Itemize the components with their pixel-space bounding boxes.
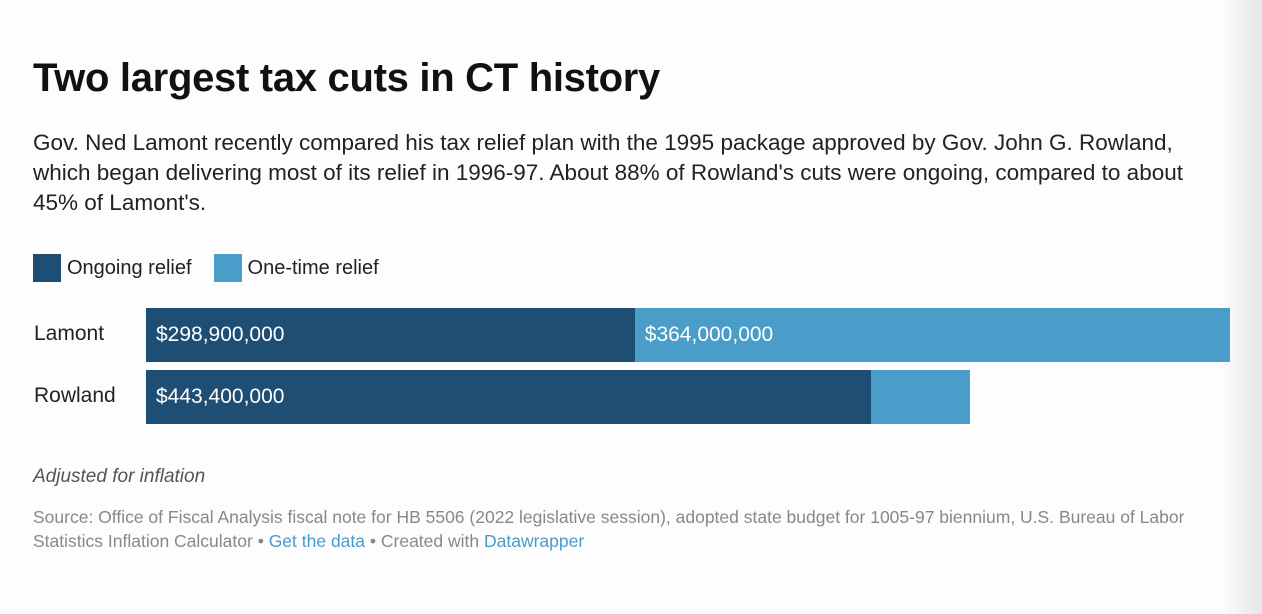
legend-swatch: [33, 254, 61, 282]
data-label: $364,000,000: [644, 323, 774, 346]
bar-rowland-ongoing: [146, 370, 872, 424]
data-label: $443,400,000: [156, 385, 285, 408]
source: Source: Office of Fiscal Analysis fiscal…: [33, 505, 1193, 553]
note: Adjusted for inflation: [33, 466, 206, 487]
page-edge-shadow: [1222, 0, 1262, 614]
data-label: $298,900,000: [156, 323, 285, 346]
legend-item-one-time: One-time relief: [213, 254, 379, 282]
bar-lamont-ongoing: [146, 308, 635, 362]
legend-swatch: [213, 254, 242, 282]
chart-description: Gov. Ned Lamont recently compared his ta…: [33, 130, 1183, 215]
separator: •: [252, 531, 269, 551]
get-data-link[interactable]: Get the data: [268, 531, 366, 551]
bar-lamont-one-time: [634, 308, 1230, 362]
datawrapper-link[interactable]: Datawrapper: [483, 531, 585, 551]
legend: Ongoing relief One-time relief: [33, 254, 379, 282]
bar-rowland-one-time: [871, 370, 970, 424]
legend-label: One-time relief: [247, 256, 379, 279]
source-text: Source: Office of Fiscal Analysis fiscal…: [33, 507, 1185, 551]
chart-title: Two largest tax cuts in CT history: [33, 56, 660, 100]
legend-item-ongoing: Ongoing relief: [33, 254, 192, 282]
created-with: Created with: [380, 531, 484, 551]
separator: •: [365, 531, 381, 551]
legend-label: Ongoing relief: [67, 256, 192, 279]
row-label: Rowland: [34, 384, 116, 407]
row-label: Lamont: [34, 322, 105, 345]
